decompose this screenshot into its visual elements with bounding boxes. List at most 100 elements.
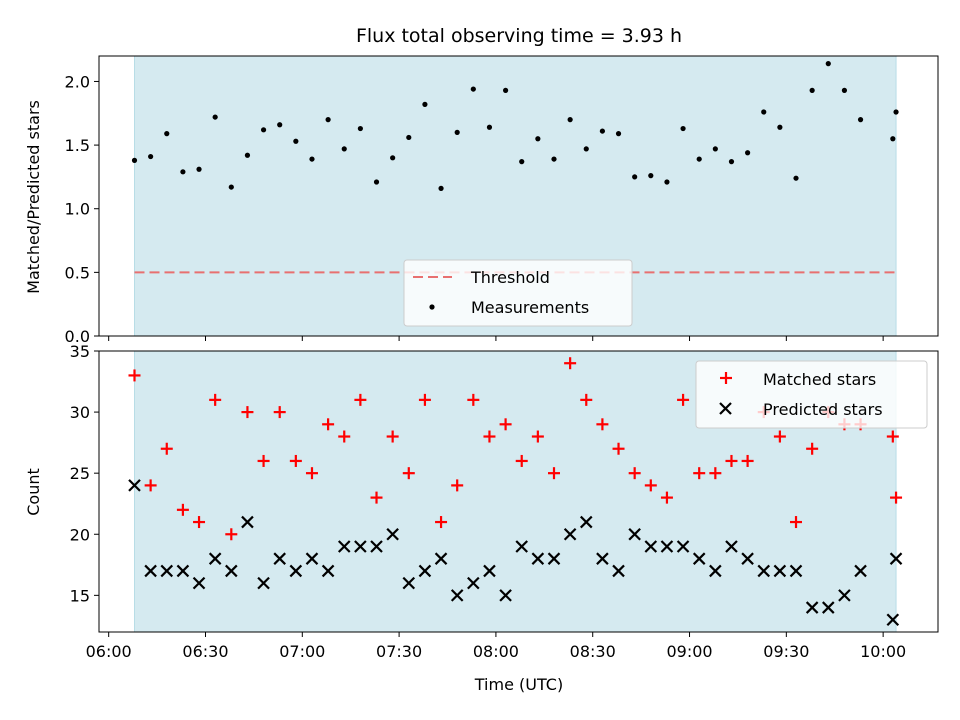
bottom-panel: 15 20 25 30 35 06:00 06:30 07:00 07:30 08:00 08:3… [24, 342, 939, 694]
matched-star-point [241, 406, 254, 419]
matched-star-point [289, 454, 302, 467]
predicted-star-point [531, 552, 545, 565]
y-tick-label: 20 [70, 525, 90, 544]
predicted-star-point [854, 564, 867, 578]
measurement-point [632, 174, 638, 180]
x-tick-label: 08:30 [570, 642, 616, 661]
y-tick-label: 1.5 [65, 136, 90, 155]
measurement-point [535, 136, 541, 142]
measurement-point [390, 155, 396, 161]
measurement-point [470, 86, 476, 92]
measurement-point [599, 128, 606, 134]
measurement-point [809, 87, 815, 93]
matched-star-point [128, 369, 141, 382]
matched-star-point [886, 430, 899, 443]
measurement-points [131, 61, 899, 191]
matched-star-point [773, 430, 786, 443]
top-legend: Threshold Measurements [403, 259, 633, 327]
matched-star-point [499, 418, 512, 431]
matched-star-point [193, 516, 206, 529]
predicted-star-point [889, 552, 903, 565]
measurement-point [212, 114, 218, 120]
predicted-star-point [450, 589, 464, 602]
matched-star-point [209, 393, 222, 406]
matched-star-point [257, 454, 270, 467]
matched-star-point [467, 393, 480, 406]
measurement-point [761, 109, 767, 115]
matched-star-point [338, 430, 351, 443]
predicted-star-point [144, 564, 157, 578]
predicted-star-point [579, 515, 593, 529]
measurement-point [486, 124, 493, 130]
y-tick-label: 25 [70, 464, 90, 483]
matched-star-point [709, 467, 722, 480]
predicted-star-point [515, 540, 529, 553]
predicted-star-point [305, 552, 319, 565]
measurement-point [438, 185, 444, 191]
y-tick-label: 15 [70, 586, 90, 605]
predicted-star-point [273, 552, 286, 565]
x-tick-label: 07:00 [279, 642, 325, 661]
matched-star-point [435, 516, 448, 529]
predicted-star-point [386, 527, 399, 541]
predicted-star-point [596, 552, 609, 565]
measurement-point [277, 122, 283, 128]
predicted-star-point [354, 540, 367, 553]
legend-predicted-label: Predicted stars [763, 400, 883, 419]
predicted-star-point [337, 540, 351, 553]
matched-star-point [644, 479, 657, 492]
x-axis-label: Time (UTC) [474, 675, 563, 694]
predicted-star-point [483, 564, 496, 578]
matched-star-point [322, 418, 335, 431]
measurement-point [357, 125, 363, 132]
matched-star-point [225, 528, 238, 541]
measurement-point [341, 146, 347, 152]
matched-star-point [160, 442, 173, 455]
predicted-star-point [418, 564, 432, 578]
measurement-point [745, 150, 751, 156]
predicted-star-point [160, 564, 174, 578]
predicted-star-point [547, 552, 561, 565]
measurement-point [325, 117, 331, 123]
measurement-point [567, 117, 573, 123]
measurement-point [422, 101, 428, 107]
top-legend-box [403, 259, 633, 327]
matched-star-point [628, 467, 641, 480]
matched-star-point [531, 430, 544, 443]
measurement-point [148, 153, 154, 160]
predicted-star-point [128, 479, 141, 492]
measurement-point [893, 109, 899, 115]
measurement-point [180, 169, 186, 175]
y-tick-label: 35 [70, 342, 90, 361]
matched-star-point [890, 491, 903, 504]
predicted-star-point [499, 589, 512, 602]
y-tick-label: 1.0 [65, 200, 90, 219]
y-tick-label: 0.5 [65, 263, 90, 282]
measurement-point [131, 157, 138, 163]
measurement-point [406, 134, 412, 141]
matched-star-point [612, 442, 625, 455]
x-tick-label: 06:30 [182, 642, 228, 661]
matched-star-point [402, 467, 415, 480]
measurement-point [583, 146, 589, 152]
matched-star-point [564, 357, 577, 370]
legend-matched-swatch [720, 372, 732, 384]
predicted-star-point [757, 564, 771, 578]
predicted-star-point [692, 552, 706, 565]
predicted-star-point [370, 540, 383, 553]
measurement-point [664, 179, 670, 185]
matched-star-point [386, 430, 399, 443]
predicted-star-point [434, 552, 448, 565]
measurement-point [260, 127, 267, 133]
chart-title: Flux total observing time = 3.93 h [356, 25, 682, 47]
measurement-point [825, 61, 831, 67]
predicted-star-point [192, 576, 206, 590]
predicted-star-point [289, 564, 303, 578]
measurement-point [857, 117, 864, 123]
legend-threshold-label: Threshold [470, 268, 550, 287]
predicted-star-point [563, 527, 577, 541]
predicted-stars-points [128, 479, 903, 627]
x-tick-label: 08:00 [473, 642, 519, 661]
bottom-y-ticks: 15 20 25 30 35 [70, 342, 99, 605]
